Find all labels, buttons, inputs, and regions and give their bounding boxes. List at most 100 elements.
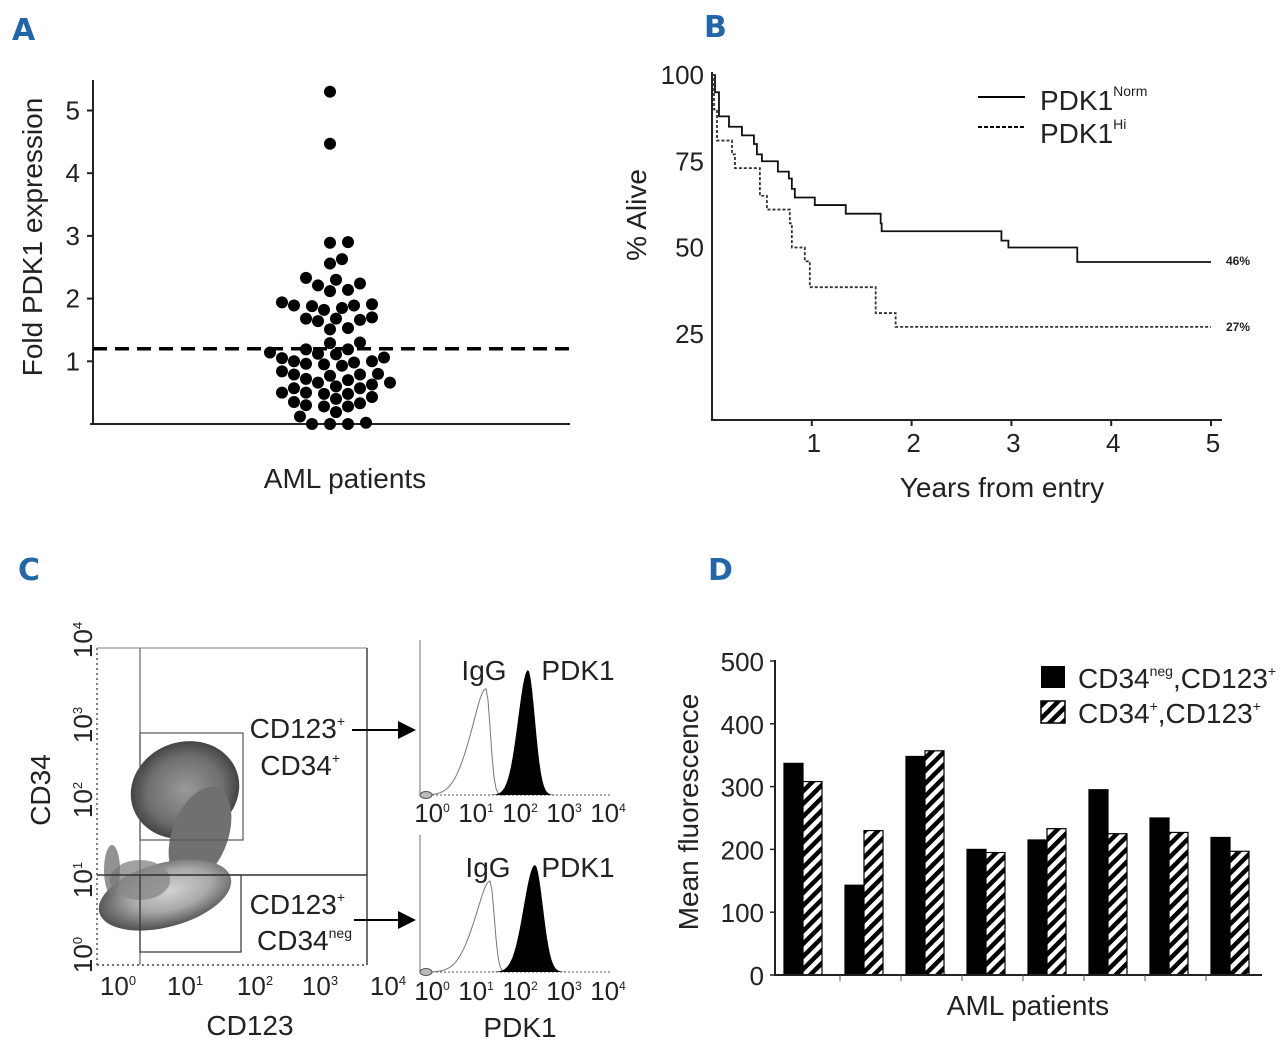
panel-label-c: C xyxy=(18,553,40,588)
b-series-norm-line xyxy=(712,74,1211,263)
a-data-point xyxy=(366,298,378,311)
tick-exponent: 0 xyxy=(70,937,85,944)
a-data-point xyxy=(318,303,330,316)
a-data-point xyxy=(324,369,336,382)
a-x-label: AML patients xyxy=(264,463,426,494)
d-x-label: AML patients xyxy=(947,990,1109,1021)
c-x-tick-label: 103 xyxy=(302,971,338,1001)
legend-label-cd34neg: CD34neg,CD123+ xyxy=(1078,663,1276,694)
histogram-x-tick-label: 102 xyxy=(502,976,538,1006)
a-data-point xyxy=(312,376,324,389)
histogram-igg-curve xyxy=(427,880,505,973)
a-data-point xyxy=(342,343,354,356)
legend-swatch-solid xyxy=(1041,666,1065,688)
a-data-point xyxy=(324,323,336,336)
tick-exponent: 2 xyxy=(266,973,273,988)
b-y-tick-label: 25 xyxy=(675,319,704,349)
a-data-point xyxy=(324,257,336,270)
a-data-point xyxy=(288,396,300,409)
c-y-tick-label: 104 xyxy=(68,622,98,658)
a-data-point xyxy=(318,400,330,413)
histogram-origin-marker xyxy=(419,968,433,976)
histogram-x-tick-label: 101 xyxy=(458,798,494,828)
a-data-point xyxy=(288,382,300,395)
d-bar-hatched xyxy=(1168,831,1189,976)
d-bar-hatched xyxy=(863,829,884,976)
a-data-point xyxy=(342,400,354,413)
a-data-point xyxy=(354,277,366,290)
a-data-point xyxy=(324,418,336,430)
a-data-point xyxy=(306,300,318,313)
a-data-point xyxy=(330,273,342,286)
panel-label-d: D xyxy=(708,553,733,588)
histogram-igg-curve xyxy=(427,687,505,796)
a-data-point xyxy=(300,271,312,284)
panel-a-dot-plot: 1 2 3 4 5 Fold PDK1 expression AML patients xyxy=(17,80,572,494)
gate-label-bottom-line2: CD34neg xyxy=(257,925,352,956)
a-y-tick-label: 5 xyxy=(66,96,80,126)
b-x-tick-label: 5 xyxy=(1206,428,1220,458)
panel-label-b: B xyxy=(704,10,727,45)
b-series-hi-line xyxy=(712,74,1211,328)
a-data-point xyxy=(348,299,360,312)
a-data-point xyxy=(336,359,348,372)
d-y-tick-label: 300 xyxy=(721,773,764,803)
gate-label-top-line1: CD123+ xyxy=(250,713,345,744)
tick-exponent: 2 xyxy=(70,782,85,789)
b-x-tick-label: 4 xyxy=(1106,428,1120,458)
d-bar-hatched xyxy=(985,851,1006,976)
c-y-label: CD34 xyxy=(25,754,56,826)
b-y-tick-label: 50 xyxy=(675,233,704,263)
a-data-point xyxy=(264,346,276,359)
a-data-point xyxy=(366,378,378,391)
d-y-tick-label: 500 xyxy=(721,647,764,677)
tick-exponent: 1 xyxy=(487,979,494,993)
a-data-point xyxy=(300,399,312,412)
b-y-label: % Alive xyxy=(621,169,652,261)
c-x-tick-label: 104 xyxy=(370,971,406,1001)
tick-exponent: 4 xyxy=(619,801,626,815)
b-x-label: Years from entry xyxy=(900,472,1104,503)
a-data-point xyxy=(300,357,312,370)
d-bar-solid xyxy=(1088,789,1109,976)
d-y-tick-label: 0 xyxy=(750,961,764,991)
d-y-tick-label: 200 xyxy=(721,835,764,865)
a-data-point xyxy=(324,137,336,150)
histogram-x-tick-label: 104 xyxy=(590,798,626,828)
a-data-point xyxy=(276,352,288,365)
tick-exponent: 4 xyxy=(70,622,85,629)
tick-exponent: 4 xyxy=(619,979,626,993)
a-data-point xyxy=(300,386,312,399)
a-data-point xyxy=(324,285,336,298)
a-data-point xyxy=(324,337,336,350)
c-y-tick-label: 101 xyxy=(68,862,98,898)
a-data-point xyxy=(342,283,354,296)
c-density-plot xyxy=(96,647,368,966)
d-bar-hatched xyxy=(1046,828,1067,976)
tick-exponent: 1 xyxy=(196,973,203,988)
histogram-pdk1-filled xyxy=(490,865,570,972)
a-data-point xyxy=(312,279,324,292)
b-legend: PDK1Norm PDK1Hi xyxy=(978,83,1147,149)
a-data-point xyxy=(324,85,336,98)
d-bar-solid xyxy=(966,848,987,976)
b-y-tick-label: 75 xyxy=(675,146,704,176)
c-y-tick-label: 103 xyxy=(68,707,98,743)
a-data-point xyxy=(306,418,318,430)
histogram-x-tick-label: 101 xyxy=(458,976,494,1006)
a-data-point xyxy=(300,312,312,325)
tick-base: 10 xyxy=(414,976,443,1006)
tick-exponent: 4 xyxy=(399,973,406,988)
tick-exponent: 2 xyxy=(531,801,538,815)
d-bar-solid xyxy=(844,884,865,976)
gate-label-bottom-line1: CD123+ xyxy=(250,889,345,920)
tick-base: 10 xyxy=(237,971,266,1001)
a-data-point xyxy=(288,299,300,312)
panel-d-bar-chart: 0 100 200 300 400 500 Mean fluorescence AML p… xyxy=(673,647,1276,1021)
c-x-tick-label: 101 xyxy=(167,971,203,1001)
a-data-point xyxy=(330,380,342,393)
gate-cd123pos-cd34neg xyxy=(139,874,242,953)
a-data-point xyxy=(360,416,372,429)
